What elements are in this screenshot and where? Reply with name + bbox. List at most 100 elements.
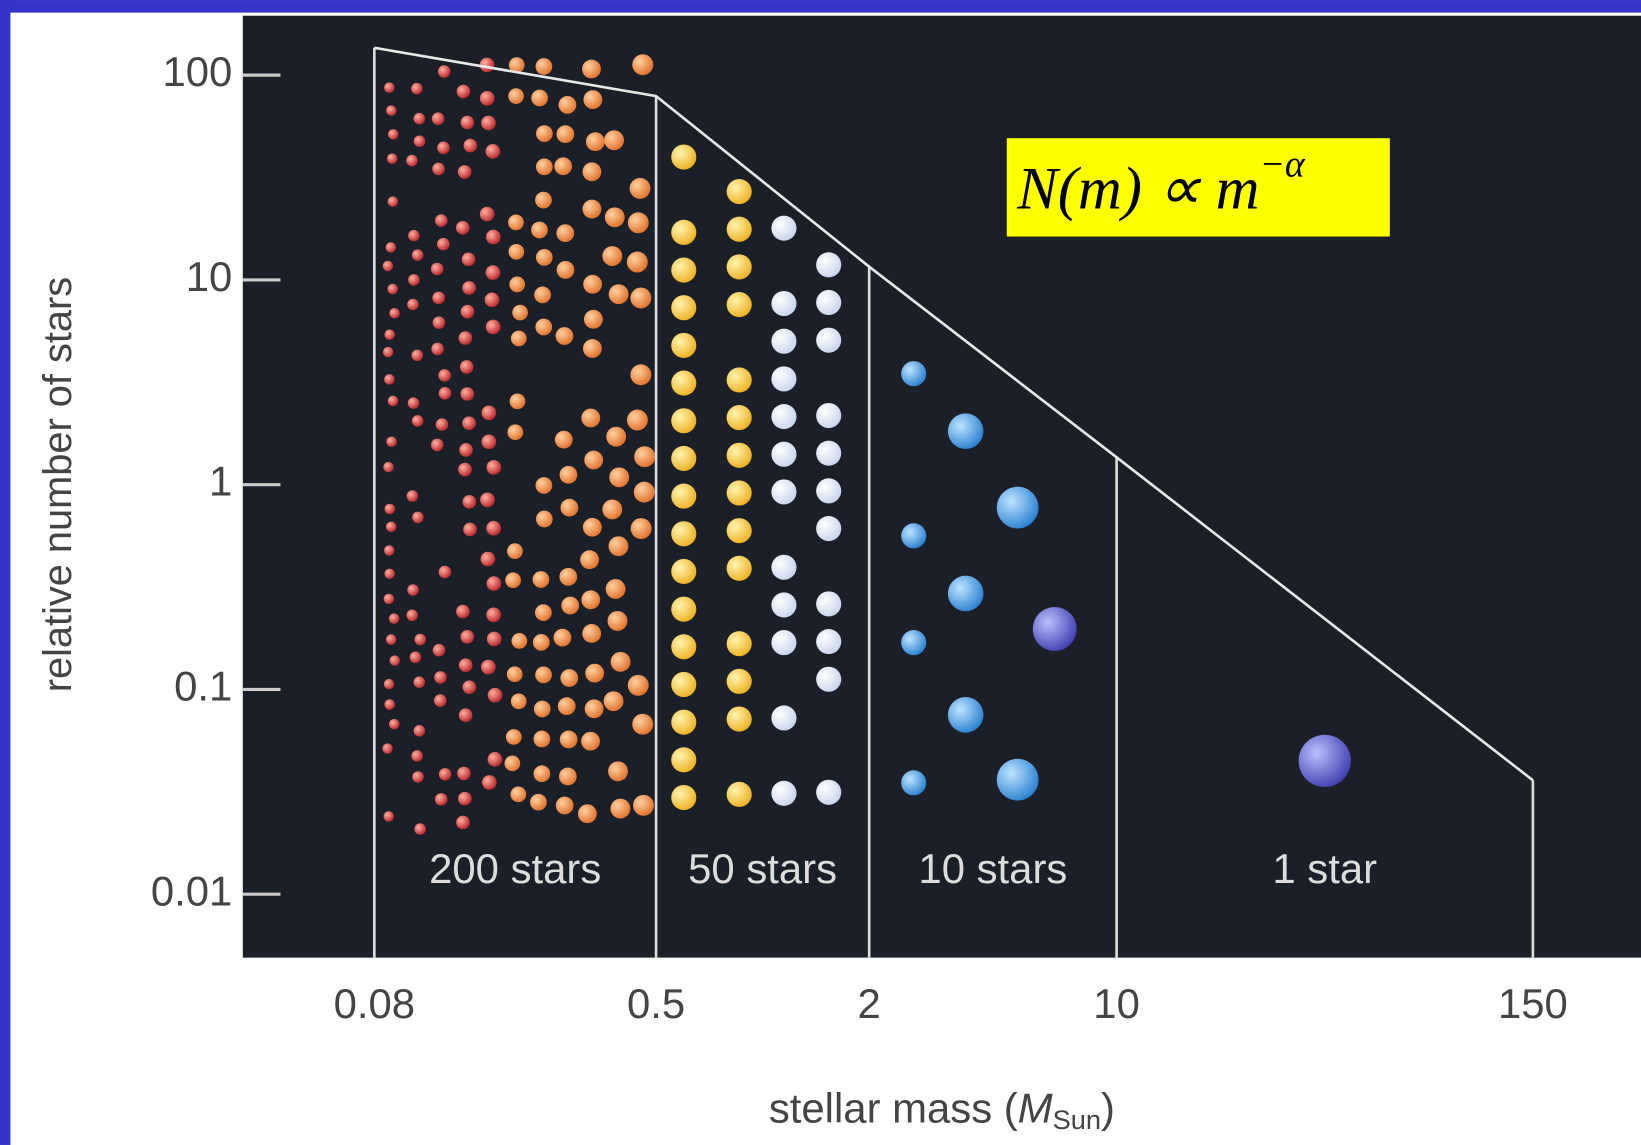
star-dot	[603, 691, 624, 712]
formula-main: N(m) ∝ m	[1016, 156, 1259, 223]
star-dot	[461, 252, 476, 267]
star-dot	[458, 462, 472, 477]
star-dot	[512, 304, 528, 321]
star-dot	[486, 520, 501, 536]
y-tick-label: 100	[162, 48, 232, 95]
star-dot	[609, 467, 630, 488]
star-dot	[486, 576, 502, 591]
star-dot	[389, 308, 400, 319]
star-dot	[606, 426, 627, 447]
star-dot	[383, 593, 395, 605]
formula-exponent: −α	[1260, 143, 1306, 185]
y-tick-label: 0.1	[174, 662, 232, 709]
star-dot	[432, 162, 445, 176]
star-dot	[1032, 607, 1077, 651]
star-dot	[414, 823, 426, 835]
star-dot	[487, 752, 503, 767]
star-dot	[383, 461, 394, 473]
star-dot	[458, 708, 473, 723]
star-dot	[771, 705, 797, 731]
star-dot	[458, 791, 472, 806]
star-dot	[438, 387, 452, 400]
star-dot	[507, 543, 523, 560]
star-dot	[431, 112, 445, 125]
star-dot	[771, 441, 797, 467]
star-dot	[671, 558, 697, 585]
star-dot	[582, 624, 602, 643]
star-dot	[559, 567, 578, 586]
star-dot	[486, 460, 502, 475]
star-dot	[555, 796, 574, 815]
bin-label: 10 stars	[918, 845, 1067, 892]
star-dot	[462, 281, 476, 295]
star-dot	[457, 766, 471, 781]
star-dot	[634, 446, 656, 468]
star-dot	[726, 518, 752, 544]
star-dot	[459, 360, 474, 374]
border-top	[0, 0, 1641, 13]
star-dot	[582, 59, 601, 79]
star-dot	[434, 671, 447, 684]
star-dot	[608, 761, 628, 782]
x-label-text: stellar mass (	[769, 1085, 1018, 1132]
star-dot	[610, 651, 631, 672]
star-dot	[901, 361, 927, 387]
star-dot	[413, 112, 426, 125]
star-dot	[408, 229, 420, 242]
star-dot	[816, 289, 842, 316]
formula-box	[1006, 138, 1390, 237]
star-dot	[1298, 734, 1351, 788]
star-dot	[412, 511, 424, 524]
star-dot	[437, 237, 450, 251]
star-illustration	[382, 54, 1351, 835]
star-dot	[671, 747, 697, 773]
star-dot	[458, 658, 473, 673]
star-dot	[531, 89, 548, 107]
star-dot	[582, 517, 602, 537]
star-dot	[610, 798, 631, 819]
star-dot	[771, 366, 797, 392]
star-dot	[384, 699, 395, 710]
star-dot	[406, 490, 419, 502]
star-dot	[510, 693, 527, 710]
star-dot	[535, 191, 552, 209]
star-dot	[382, 346, 394, 358]
star-dot	[534, 286, 551, 304]
star-dot	[726, 781, 752, 807]
star-dot	[431, 342, 444, 356]
star-dot	[387, 129, 399, 140]
star-dot	[505, 729, 522, 745]
star-dot	[726, 706, 752, 732]
star-dot	[509, 393, 526, 410]
star-dot	[671, 445, 697, 471]
star-dot	[947, 575, 984, 612]
y-tick-label: 10	[186, 253, 233, 300]
star-dot	[816, 440, 842, 466]
star-dot	[413, 725, 426, 737]
star-dot	[633, 794, 654, 816]
star-dot	[407, 584, 419, 596]
star-dot	[604, 207, 625, 228]
star-dot	[584, 450, 604, 470]
star-dot	[413, 676, 426, 688]
star-dot	[508, 88, 524, 104]
star-dot	[559, 730, 578, 749]
star-dot	[556, 224, 575, 243]
star-dot	[626, 409, 648, 431]
star-dot	[457, 165, 472, 179]
star-dot	[901, 523, 927, 549]
star-dot	[384, 374, 395, 385]
star-dot	[435, 418, 449, 431]
star-dot	[583, 90, 603, 110]
star-dot	[386, 436, 397, 447]
star-dot	[560, 669, 579, 687]
star-dot	[602, 499, 623, 520]
star-dot	[407, 397, 420, 409]
star-dot	[671, 784, 697, 811]
line-series	[374, 46, 1534, 782]
star-dot	[580, 550, 600, 570]
star-dot	[535, 666, 552, 684]
star-dot	[388, 613, 400, 624]
star-dot	[583, 274, 603, 294]
star-dot	[671, 521, 697, 547]
